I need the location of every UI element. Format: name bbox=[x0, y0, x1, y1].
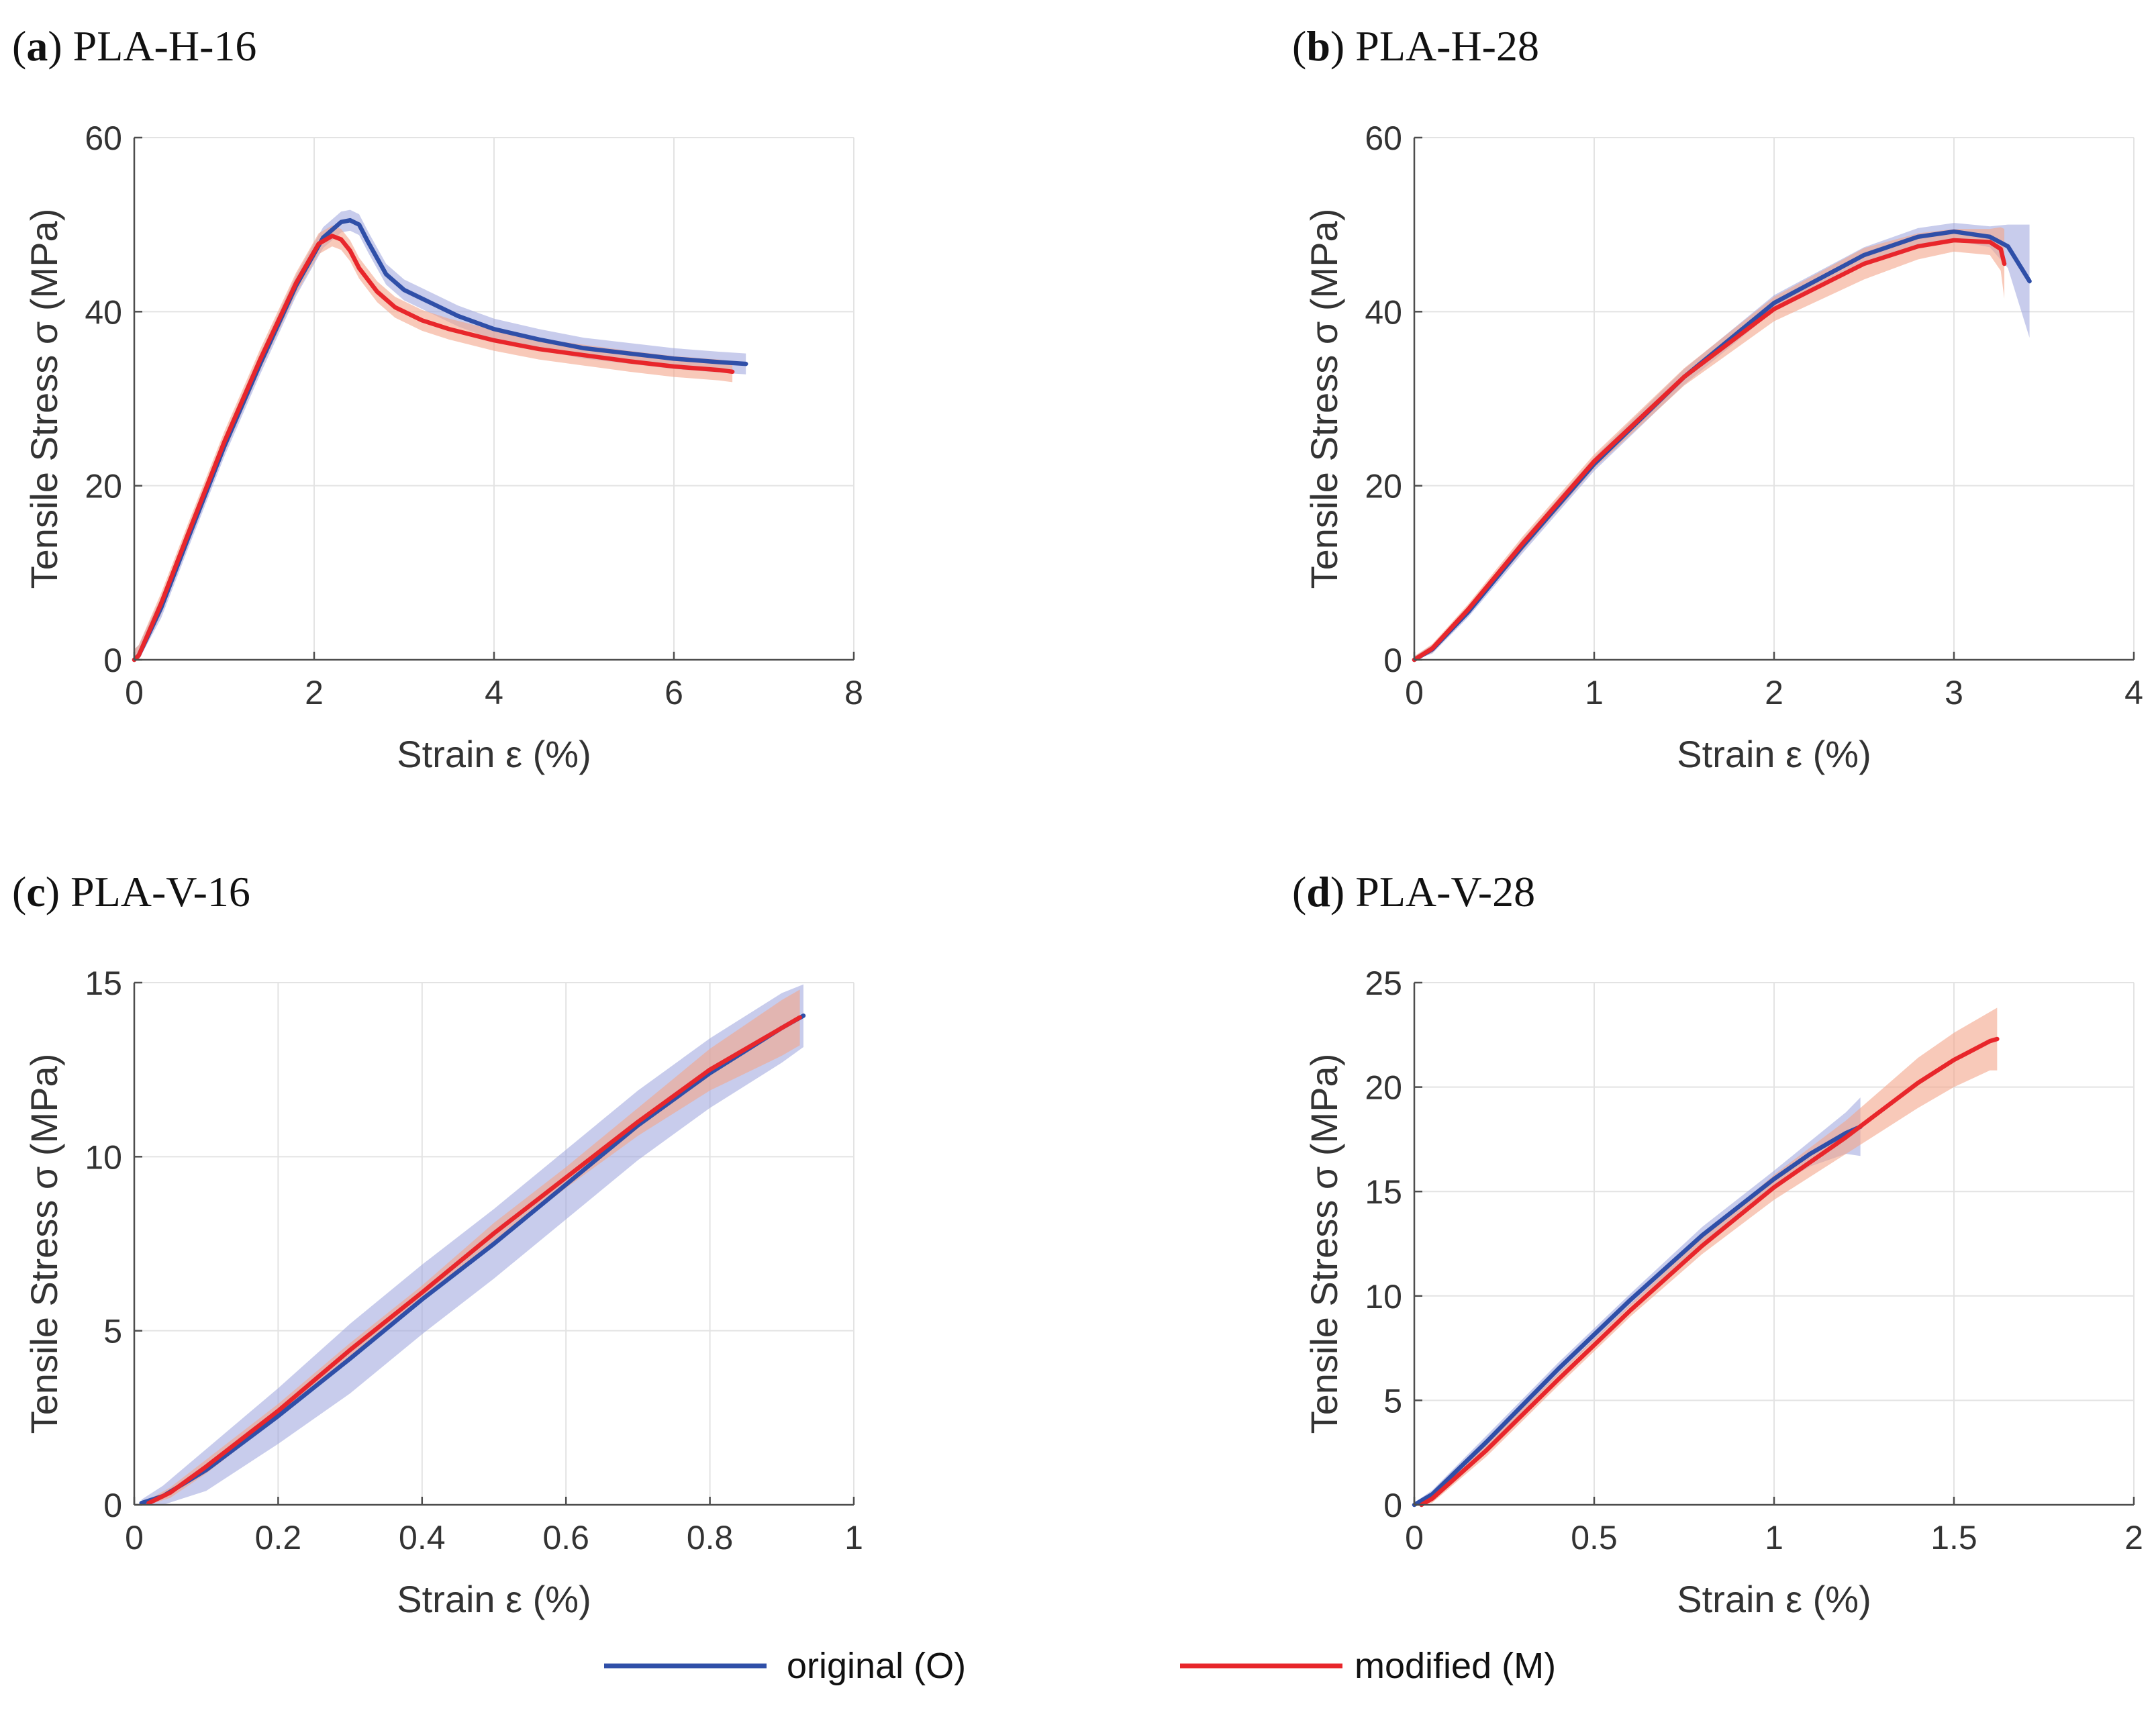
y-tick-label: 10 bbox=[85, 1138, 122, 1176]
y-tick-label: 0 bbox=[1383, 642, 1402, 679]
panel-title-paren-close: ) bbox=[48, 22, 72, 70]
x-tick-label: 0.6 bbox=[542, 1519, 589, 1556]
panel-title-text: PLA-H-28 bbox=[1355, 22, 1539, 70]
y-tick-label: 20 bbox=[1365, 468, 1402, 505]
y-axis-title: Tensile Stress σ (MPa) bbox=[1303, 209, 1345, 589]
series-line-modified bbox=[1412, 238, 2007, 662]
x-axis-title: Strain ε (%) bbox=[1677, 1578, 1871, 1620]
panel-title: (d) PLA-V-28 bbox=[1292, 868, 1535, 916]
panel-letter: c bbox=[26, 868, 45, 916]
legend: original (O) modified (M) bbox=[604, 1646, 1556, 1686]
y-tick-label: 60 bbox=[85, 119, 122, 157]
y-axis-title: Tensile Stress σ (MPa) bbox=[1303, 1054, 1345, 1434]
panel-title-text: PLA-H-16 bbox=[73, 22, 257, 70]
x-tick-label: 0 bbox=[1405, 1519, 1424, 1556]
x-axis-title: Strain ε (%) bbox=[397, 1578, 591, 1620]
y-tick-label: 40 bbox=[1365, 293, 1402, 331]
panel-title-paren-open: ( bbox=[1292, 868, 1306, 916]
panel-letter: d bbox=[1306, 868, 1330, 916]
series-line-modified bbox=[146, 1015, 802, 1505]
x-axis-title: Strain ε (%) bbox=[1677, 733, 1871, 775]
x-tick-label: 0 bbox=[125, 1519, 144, 1556]
y-tick-label: 25 bbox=[1365, 965, 1402, 1002]
panel-a: (a) PLA-H-16 0 2 4 6 8 0 20 40 60 Strain ε (%) Tens… bbox=[12, 22, 863, 775]
x-tick-label: 1 bbox=[1585, 674, 1604, 711]
legend-label-modified: modified (M) bbox=[1355, 1646, 1556, 1686]
panel-title-paren-close: ) bbox=[1330, 868, 1355, 916]
y-tick-label: 0 bbox=[103, 1487, 122, 1524]
x-tick-label: 2 bbox=[2124, 1519, 2143, 1556]
x-tick-label: 0 bbox=[125, 674, 144, 711]
confidence-band-original bbox=[134, 209, 746, 660]
series-line-original bbox=[1412, 1124, 1863, 1507]
y-tick-label: 15 bbox=[1365, 1173, 1402, 1211]
x-tick-label: 1 bbox=[1765, 1519, 1783, 1556]
y-tick-label: 60 bbox=[1365, 119, 1402, 157]
y-tick-label: 5 bbox=[103, 1313, 122, 1350]
y-tick-label: 20 bbox=[1365, 1069, 1402, 1107]
panel-title: (c) PLA-V-16 bbox=[12, 868, 250, 916]
y-tick-label: 0 bbox=[103, 642, 122, 679]
x-tick-label: 0.4 bbox=[399, 1519, 446, 1556]
y-tick-label: 20 bbox=[85, 468, 122, 505]
panel-title-text: PLA-V-16 bbox=[70, 868, 250, 916]
panel-title-paren-close: ) bbox=[46, 868, 70, 916]
panel-letter: a bbox=[26, 22, 48, 70]
x-tick-label: 4 bbox=[485, 674, 503, 711]
x-tick-label: 8 bbox=[844, 674, 863, 711]
panel-title-paren-open: ( bbox=[1292, 22, 1306, 70]
panel-title-text: PLA-V-28 bbox=[1355, 868, 1535, 916]
series-line-modified bbox=[132, 234, 735, 662]
series-line-modified bbox=[1419, 1036, 2000, 1507]
panel-title-paren-close: ) bbox=[1330, 22, 1355, 70]
x-tick-label: 1.5 bbox=[1930, 1519, 1977, 1556]
y-tick-label: 5 bbox=[1383, 1382, 1402, 1420]
x-tick-label: 0.8 bbox=[687, 1519, 734, 1556]
y-axis-title: Tensile Stress σ (MPa) bbox=[23, 209, 65, 589]
x-tick-label: 0.2 bbox=[255, 1519, 302, 1556]
x-tick-label: 2 bbox=[305, 674, 324, 711]
y-tick-label: 15 bbox=[85, 965, 122, 1002]
y-tick-label: 40 bbox=[85, 293, 122, 331]
panel-title-paren-open: ( bbox=[12, 22, 26, 70]
panel-title: (b) PLA-H-28 bbox=[1292, 22, 1539, 70]
panel-title: (a) PLA-H-16 bbox=[12, 22, 256, 70]
x-axis-title: Strain ε (%) bbox=[397, 733, 591, 775]
panel-title-paren-open: ( bbox=[12, 868, 26, 916]
x-tick-label: 2 bbox=[1765, 674, 1783, 711]
panel-letter: b bbox=[1306, 22, 1330, 70]
x-tick-label: 0.5 bbox=[1571, 1519, 1618, 1556]
x-tick-label: 6 bbox=[665, 674, 683, 711]
legend-label-original: original (O) bbox=[787, 1646, 966, 1686]
y-axis-title: Tensile Stress σ (MPa) bbox=[23, 1054, 65, 1434]
x-tick-label: 4 bbox=[2124, 674, 2143, 711]
x-tick-label: 1 bbox=[844, 1519, 863, 1556]
x-tick-label: 3 bbox=[1945, 674, 1963, 711]
y-tick-label: 10 bbox=[1365, 1278, 1402, 1316]
x-tick-label: 0 bbox=[1405, 674, 1424, 711]
y-tick-label: 0 bbox=[1383, 1487, 1402, 1524]
